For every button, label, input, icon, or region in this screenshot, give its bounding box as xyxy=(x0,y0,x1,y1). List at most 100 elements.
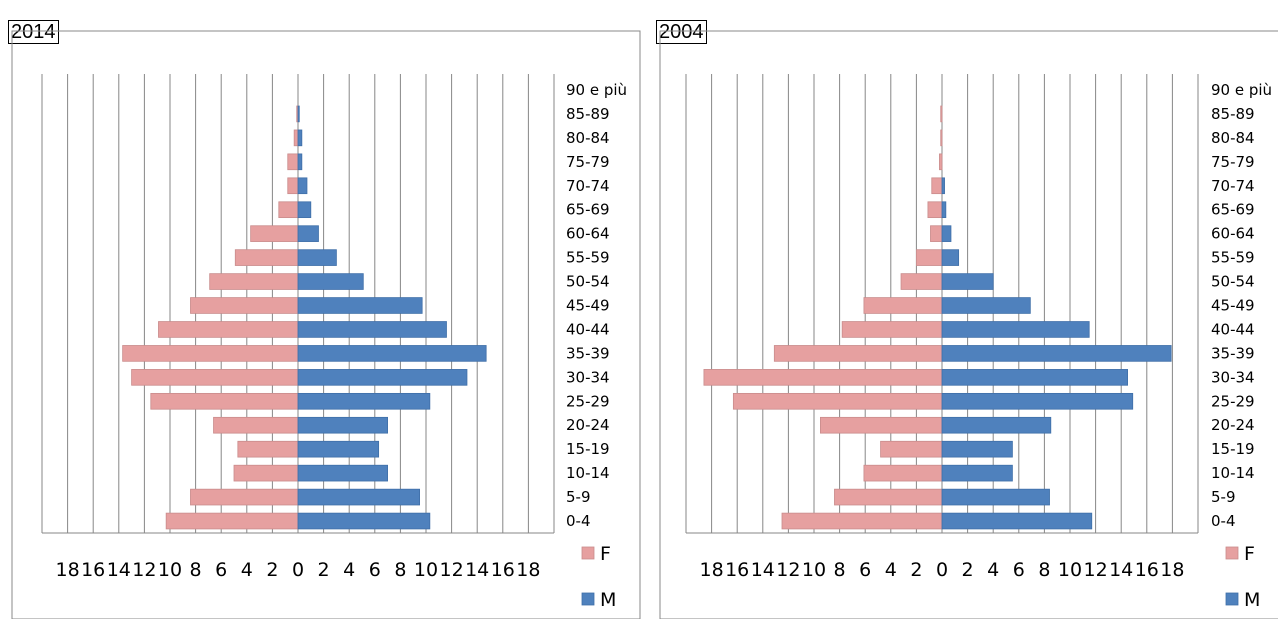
plot-frame-2014 xyxy=(11,30,641,619)
category-label-2014-50-54: 50-54 xyxy=(566,273,610,291)
legend-label-2004-F: F xyxy=(1244,543,1255,565)
bar-2004-F-60-64 xyxy=(930,225,943,242)
bar-2014-M-45-49 xyxy=(297,297,423,314)
bar-2014-F-65-69 xyxy=(278,201,299,219)
legend-label-2014-M: M xyxy=(600,589,616,611)
category-label-2014-10-14: 10-14 xyxy=(566,464,610,482)
x-tick-label-2014-8: 4 xyxy=(241,559,253,581)
x-tick-label-2014-1: 18 xyxy=(56,559,80,581)
x-tick-label-2014-11: 2 xyxy=(318,559,330,581)
bar-2014-M-60-64 xyxy=(297,225,319,242)
x-tick-label-2004-9: 2 xyxy=(910,559,922,581)
bar-2014-F-70-74 xyxy=(287,177,299,195)
bar-2004-M-70-74 xyxy=(941,177,945,195)
plot-frame-2004 xyxy=(659,30,1278,619)
bar-2004-F-15-19 xyxy=(880,440,943,458)
category-label-2004-75-79: 75-79 xyxy=(1211,153,1255,171)
category-label-2014-30-34: 30-34 xyxy=(566,368,610,386)
x-tick-label-2004-11: 2 xyxy=(962,559,974,581)
bar-2004-M-15-19 xyxy=(941,440,1013,458)
x-tick-label-2014-13: 6 xyxy=(369,559,381,581)
bar-2004-F-10-14 xyxy=(863,464,943,482)
category-label-2004-15-19: 15-19 xyxy=(1211,440,1255,458)
legend-swatch-2014-F xyxy=(581,546,595,560)
x-tick-label-2014-5: 10 xyxy=(158,559,182,581)
bar-2014-M-25-29 xyxy=(297,392,431,410)
bar-2004-M-65-69 xyxy=(941,201,947,219)
bar-2004-F-45-49 xyxy=(863,297,943,314)
legend-swatch-2014-M xyxy=(581,592,595,606)
bar-2014-M-40-44 xyxy=(297,321,447,338)
x-tick-label-2004-3: 14 xyxy=(751,559,775,581)
bar-2014-F-20-24 xyxy=(213,416,299,434)
category-label-2004-0-4: 0-4 xyxy=(1211,512,1236,530)
x-tick-label-2014-19: 18 xyxy=(516,559,540,581)
legend-swatch-2004-F xyxy=(1225,546,1239,560)
category-label-2014-20-24: 20-24 xyxy=(566,416,610,434)
bar-2014-F-5-9 xyxy=(190,488,299,506)
x-tick-label-2004-13: 6 xyxy=(1013,559,1025,581)
bar-2004-F-30-34 xyxy=(703,369,943,386)
category-label-2004-25-29: 25-29 xyxy=(1211,392,1255,410)
bar-2014-M-35-39 xyxy=(297,345,487,362)
legend-label-2004-M: M xyxy=(1244,589,1260,611)
bar-2014-M-30-34 xyxy=(297,369,468,386)
x-tick-label-2004-4: 12 xyxy=(776,559,800,581)
bar-2004-M-20-24 xyxy=(941,416,1052,434)
x-tick-label-2014-4: 12 xyxy=(132,559,156,581)
legend-label-2014-F: F xyxy=(600,543,611,565)
x-tick-label-2004-19: 18 xyxy=(1160,559,1184,581)
category-label-2014-80-84: 80-84 xyxy=(566,129,610,147)
bar-2014-M-65-69 xyxy=(297,201,312,219)
bar-2004-F-40-44 xyxy=(841,321,943,338)
bar-2004-M-55-59 xyxy=(941,249,960,266)
bar-2004-F-75-79 xyxy=(939,153,943,171)
x-tick-label-2004-7: 6 xyxy=(859,559,871,581)
bar-2014-F-75-79 xyxy=(287,153,299,171)
category-label-2004-90 e più: 90 e più xyxy=(1211,81,1272,99)
bar-2004-M-0-4 xyxy=(941,512,1093,530)
category-label-2004-80-84: 80-84 xyxy=(1211,129,1255,147)
category-label-2014-35-39: 35-39 xyxy=(566,344,610,362)
category-label-2004-55-59: 55-59 xyxy=(1211,249,1255,267)
category-label-2004-65-69: 65-69 xyxy=(1211,201,1255,219)
bar-2014-F-60-64 xyxy=(250,225,299,242)
bar-2014-F-15-19 xyxy=(237,440,299,458)
bar-2004-F-20-24 xyxy=(820,416,943,434)
x-tick-label-2004-5: 10 xyxy=(802,559,826,581)
bar-2014-M-55-59 xyxy=(297,249,337,266)
bar-2004-F-65-69 xyxy=(927,201,943,219)
bar-2004-F-35-39 xyxy=(773,345,943,362)
bar-2014-F-35-39 xyxy=(122,345,299,362)
x-tick-label-2004-17: 14 xyxy=(1109,559,1133,581)
category-label-2014-40-44: 40-44 xyxy=(566,320,610,338)
x-tick-label-2004-1: 18 xyxy=(700,559,724,581)
bar-2014-M-0-4 xyxy=(297,512,431,530)
bar-2014-M-5-9 xyxy=(297,488,420,506)
x-tick-label-2014-6: 8 xyxy=(190,559,202,581)
category-label-2014-55-59: 55-59 xyxy=(566,249,610,267)
x-tick-label-2014-14: 8 xyxy=(394,559,406,581)
bar-2014-M-10-14 xyxy=(297,464,388,482)
chart-title-2014: 2014 xyxy=(8,20,59,44)
x-tick-label-2014-16: 12 xyxy=(440,559,464,581)
x-tick-label-2004-12: 4 xyxy=(987,559,999,581)
category-label-2004-45-49: 45-49 xyxy=(1211,297,1255,315)
category-label-2004-20-24: 20-24 xyxy=(1211,416,1255,434)
category-label-2004-85-89: 85-89 xyxy=(1211,105,1255,123)
category-label-2014-5-9: 5-9 xyxy=(566,488,591,506)
category-label-2004-5-9: 5-9 xyxy=(1211,488,1236,506)
bar-2014-M-20-24 xyxy=(297,416,388,434)
x-tick-label-2004-6: 8 xyxy=(834,559,846,581)
category-label-2004-70-74: 70-74 xyxy=(1211,177,1255,195)
bar-2004-F-5-9 xyxy=(834,488,943,506)
x-tick-label-2004-10: 0 xyxy=(936,559,948,581)
category-label-2014-90 e più: 90 e più xyxy=(566,81,627,99)
bar-2004-F-50-54 xyxy=(900,273,943,290)
x-tick-label-2004-18: 16 xyxy=(1135,559,1159,581)
bar-2014-F-0-4 xyxy=(165,512,299,530)
category-label-2004-30-34: 30-34 xyxy=(1211,368,1255,386)
bar-2004-M-10-14 xyxy=(941,464,1013,482)
bar-2014-M-85-89 xyxy=(297,105,300,123)
